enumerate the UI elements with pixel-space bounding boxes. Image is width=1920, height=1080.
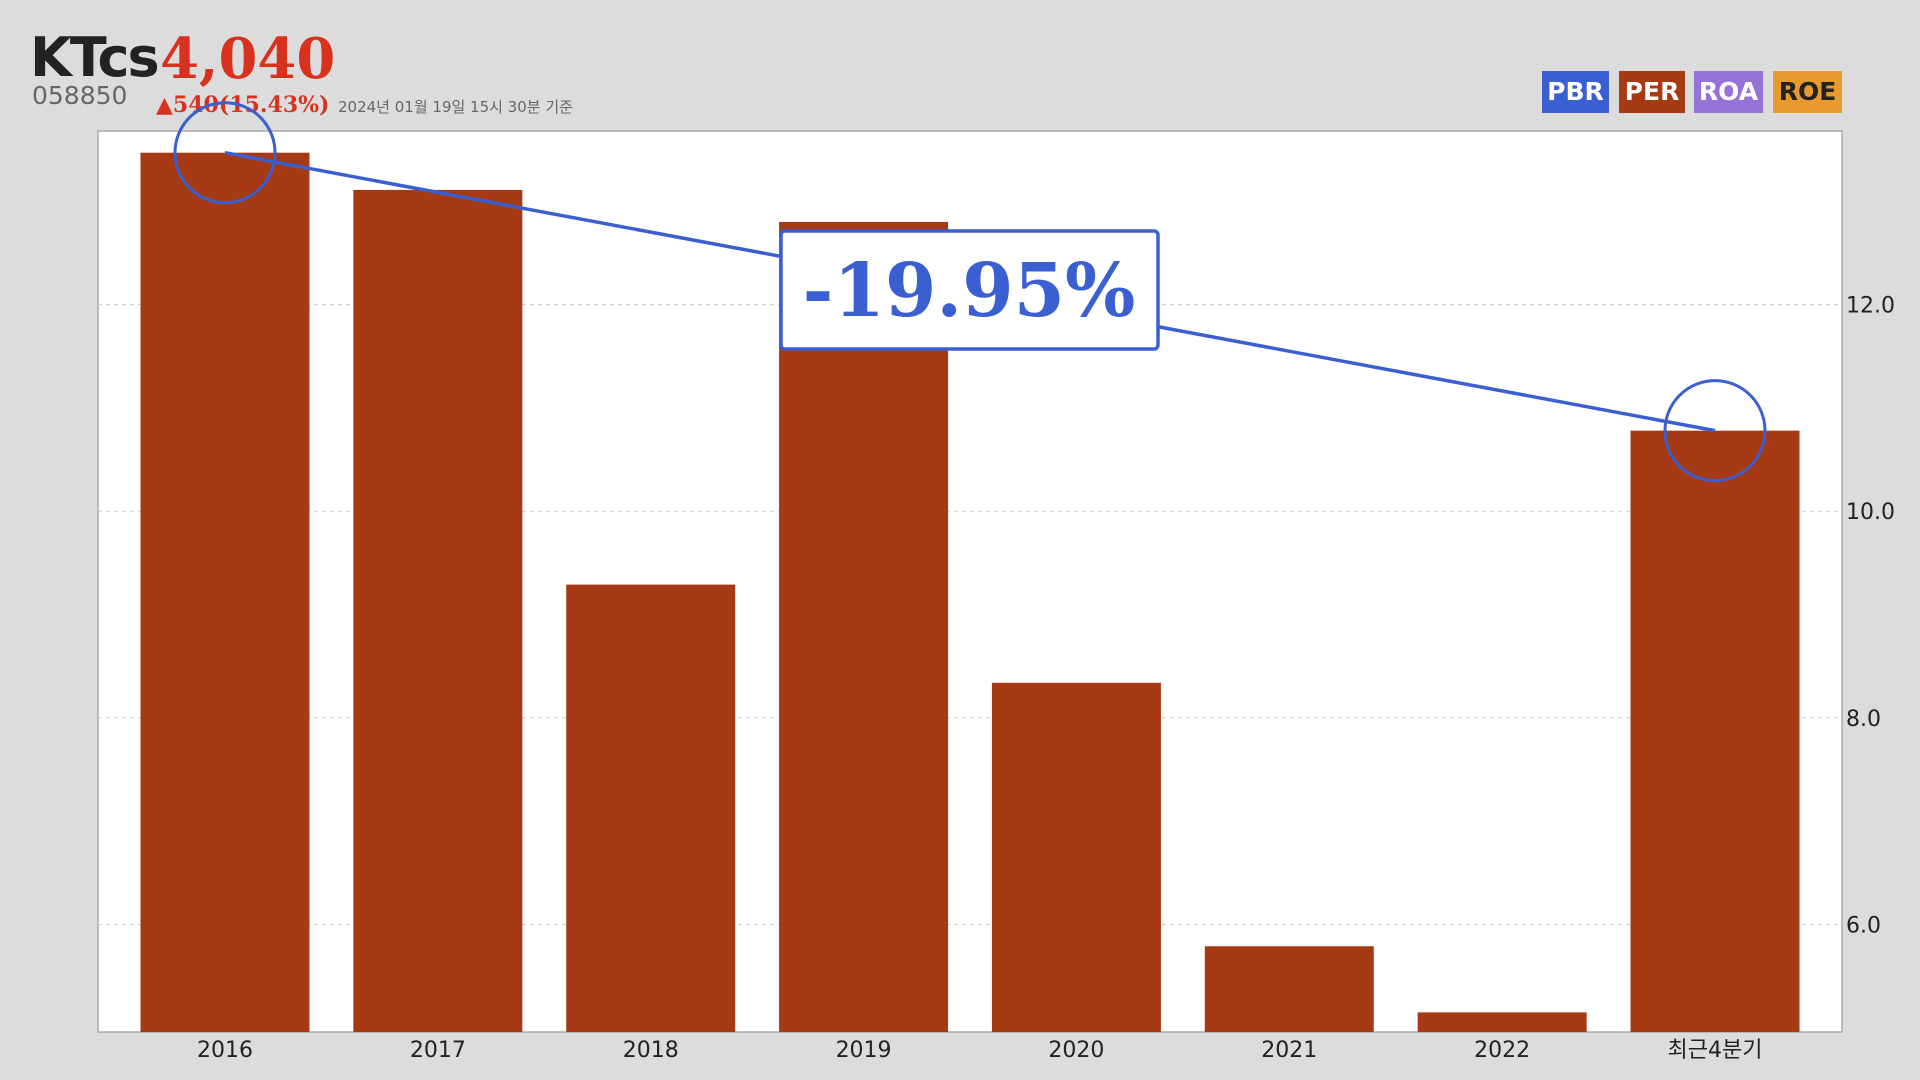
stock-price: 4,040: [160, 26, 335, 92]
stock-name: KTcs: [30, 26, 158, 89]
tab-group: PBR PER ROA ROE: [1542, 71, 1842, 113]
x-tick-label: 2017: [410, 1038, 466, 1063]
y-tick-label: 12.0: [1846, 294, 1895, 319]
tab-label[interactable]: ROE: [1779, 77, 1837, 106]
x-tick-label: 2022: [1474, 1038, 1530, 1063]
highlight-circle: [1663, 379, 1767, 483]
bar: [566, 584, 736, 1032]
tab-label[interactable]: PER: [1625, 77, 1680, 106]
tab-button[interactable]: [1694, 71, 1763, 113]
y-tick-label: 8.0: [1846, 707, 1881, 732]
bar: [353, 189, 523, 1033]
bar: [1417, 1012, 1587, 1032]
bar: [991, 682, 1161, 1032]
x-tick-label: 최근4분기: [1668, 1038, 1763, 1063]
bar: [1204, 946, 1374, 1032]
annotation-box: [779, 229, 1160, 351]
stock-code: 058850: [32, 81, 127, 110]
x-tick-label: 2020: [1048, 1038, 1104, 1063]
tab-label[interactable]: PBR: [1547, 77, 1604, 106]
bar: [779, 221, 949, 1032]
y-tick-label: 6.0: [1846, 914, 1881, 939]
annotation-text: -19.95%: [803, 248, 1136, 334]
timestamp: 2024년 01월 19일 15시 30분 기준: [338, 98, 573, 116]
tab-button[interactable]: [1542, 71, 1609, 113]
x-tick-label: 2021: [1261, 1038, 1317, 1063]
bar: [1630, 430, 1800, 1032]
x-tick-label: 2018: [623, 1038, 679, 1063]
y-tick-label: 10.0: [1846, 500, 1895, 525]
tab-button[interactable]: [1619, 71, 1685, 113]
highlight-circle: [173, 101, 277, 205]
tab-label[interactable]: ROA: [1699, 77, 1759, 106]
tab-button[interactable]: [1773, 71, 1842, 113]
x-tick-label: 2016: [197, 1038, 253, 1063]
x-tick-label: 2019: [836, 1038, 892, 1063]
bar: [140, 152, 310, 1033]
